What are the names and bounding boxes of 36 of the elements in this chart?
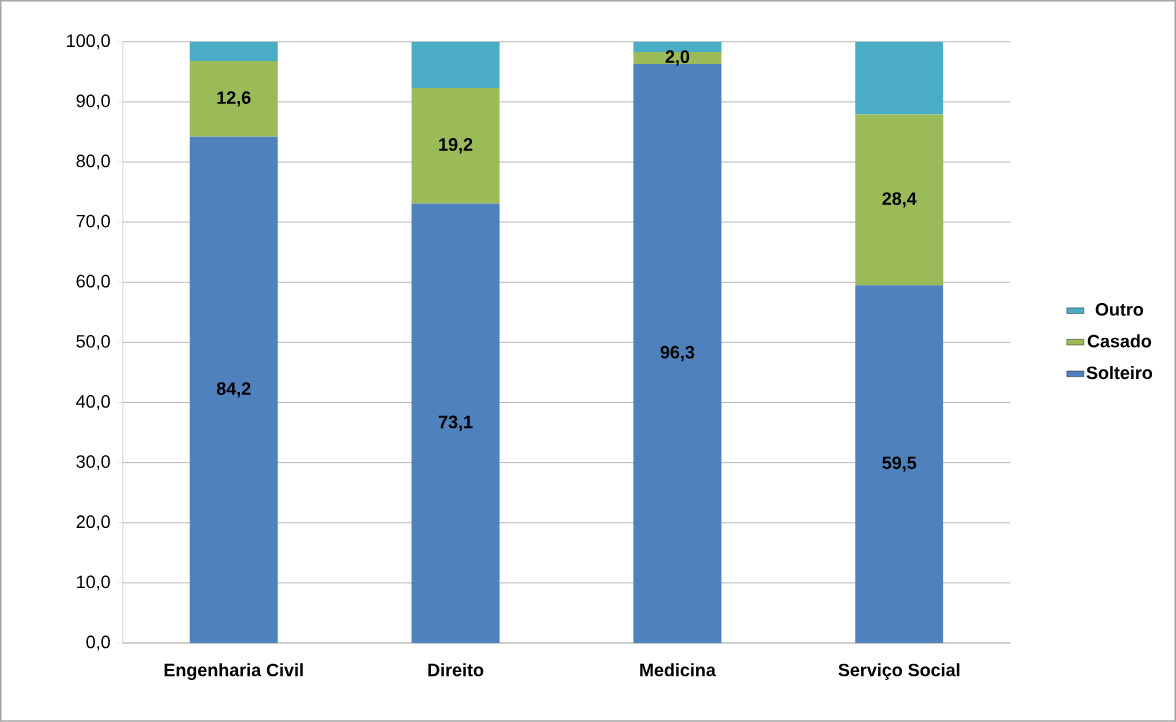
bar <box>189 136 278 644</box>
x-tick-label: Direito <box>428 663 484 677</box>
legend-label: Casado <box>1087 334 1152 348</box>
data-label: 12,6 <box>217 91 251 107</box>
bar <box>411 88 500 204</box>
y-tick-label: 80,0 <box>76 154 110 170</box>
x-tick-label: Medicina <box>640 663 716 677</box>
bar <box>855 285 944 644</box>
bar <box>189 41 278 62</box>
y-tick-label: 20,0 <box>76 515 110 531</box>
y-tick-label: 0,0 <box>86 635 110 651</box>
legend-label: Solteiro <box>1086 366 1153 380</box>
data-label: 59,5 <box>882 456 917 472</box>
y-tick-label: 100,0 <box>67 34 110 50</box>
x-tick-label: Engenharia Civil <box>164 663 303 681</box>
data-label: 84,2 <box>216 382 251 398</box>
y-tick-label: 30,0 <box>76 455 110 471</box>
y-tick-label: 60,0 <box>76 274 110 290</box>
data-label: 19,2 <box>439 138 473 154</box>
bar <box>189 61 278 137</box>
bar <box>411 41 500 89</box>
bar <box>855 114 944 286</box>
bar <box>633 64 722 644</box>
data-label: 73,1 <box>438 415 473 432</box>
y-tick-label: 10,0 <box>77 575 110 591</box>
y-tick-label: 50,0 <box>76 335 110 350</box>
data-label: 96,3 <box>660 345 695 362</box>
data-label: 2,0 <box>665 50 690 66</box>
legend-label: Outro <box>1095 303 1144 316</box>
y-tick-label: 70,0 <box>76 214 110 230</box>
bar <box>855 41 944 115</box>
x-tick-label: Serviço Social <box>838 663 960 681</box>
y-tick-label: 90,0 <box>76 94 110 110</box>
data-label: 28,4 <box>882 192 917 208</box>
bar <box>411 203 500 644</box>
y-tick-label: 40,0 <box>76 395 110 411</box>
